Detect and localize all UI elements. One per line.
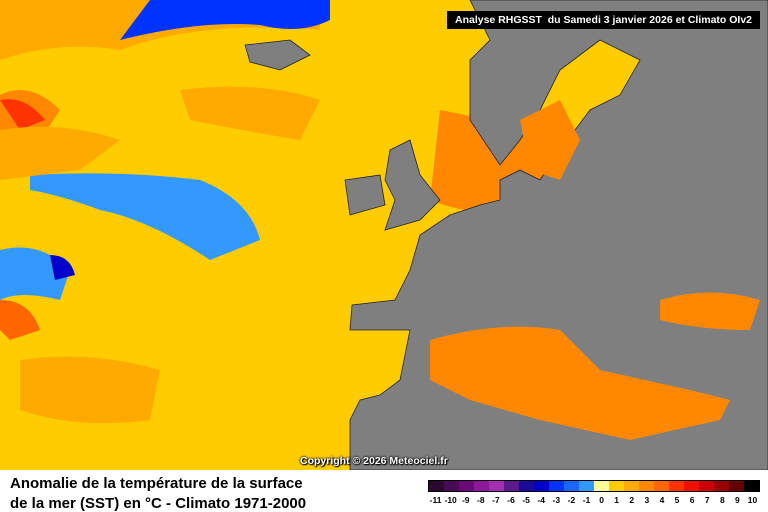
legend-swatch	[444, 481, 459, 491]
legend-label: -4	[537, 495, 545, 505]
legend-label: 8	[719, 495, 725, 505]
legend-swatch	[594, 481, 609, 491]
legend-label: -2	[567, 495, 576, 505]
legend-label: -11	[429, 495, 442, 505]
legend-swatch	[564, 481, 579, 491]
legend-label: -6	[507, 495, 515, 505]
legend-swatch	[714, 481, 729, 491]
legend-label: 10	[747, 495, 758, 505]
legend-label: 0	[599, 495, 604, 505]
legend-swatch	[699, 481, 714, 491]
legend-swatch	[609, 481, 624, 491]
legend-label: -9	[461, 495, 470, 505]
title-line: de la mer (SST) en °C - Climato 1971-200…	[10, 495, 307, 512]
legend-swatch	[489, 481, 504, 491]
legend-label: -8	[477, 495, 485, 505]
copyright: Copyright © 2026 Meteociel.fr	[300, 455, 448, 467]
legend-label: 5	[674, 495, 680, 505]
legend-swatch	[534, 481, 549, 491]
map-header: Analyse RHGSST du Samedi 3 janvier 2026 …	[447, 11, 760, 29]
legend-swatch	[429, 481, 444, 491]
legend-label: -5	[522, 495, 530, 505]
legend-swatch	[654, 481, 669, 491]
legend-label: 6	[689, 495, 695, 505]
legend-swatch	[549, 481, 564, 491]
legend-label: 1	[614, 495, 620, 505]
legend-bar	[428, 480, 760, 492]
legend-swatch	[504, 481, 519, 491]
legend-label: 3	[644, 495, 650, 505]
legend-label: 9	[735, 495, 740, 505]
legend-swatch	[669, 481, 684, 491]
legend-swatch	[519, 481, 534, 491]
title-line: Anomalie de la température de la surface	[10, 475, 303, 492]
sst-map	[0, 0, 768, 470]
legend-swatch	[729, 481, 744, 491]
legend-labels: -11 -10 -9 -8 -7 -6 -5 -4 -3 -2 -1 0 1 2 3 4 5 6 7 8 9 10	[428, 495, 760, 505]
legend-label: 7	[704, 495, 710, 505]
legend: -11 -10 -9 -8 -7 -6 -5 -4 -3 -2 -1 0 1 2 3 4 5 6 7 8 9 10	[428, 480, 760, 505]
legend-swatch	[624, 481, 639, 491]
legend-swatch	[639, 481, 654, 491]
legend-swatch	[459, 481, 474, 491]
legend-label: -1	[582, 495, 591, 505]
map-title: Anomalie de la température de la surface…	[10, 474, 306, 512]
legend-label: 2	[629, 495, 635, 505]
legend-swatch	[744, 481, 759, 491]
legend-label: 4	[659, 495, 665, 505]
legend-swatch	[474, 481, 489, 491]
legend-swatch	[579, 481, 594, 491]
legend-swatch	[684, 481, 699, 491]
legend-label: -10	[444, 495, 457, 505]
legend-label: -7	[492, 495, 500, 505]
legend-label: -3	[552, 495, 561, 505]
